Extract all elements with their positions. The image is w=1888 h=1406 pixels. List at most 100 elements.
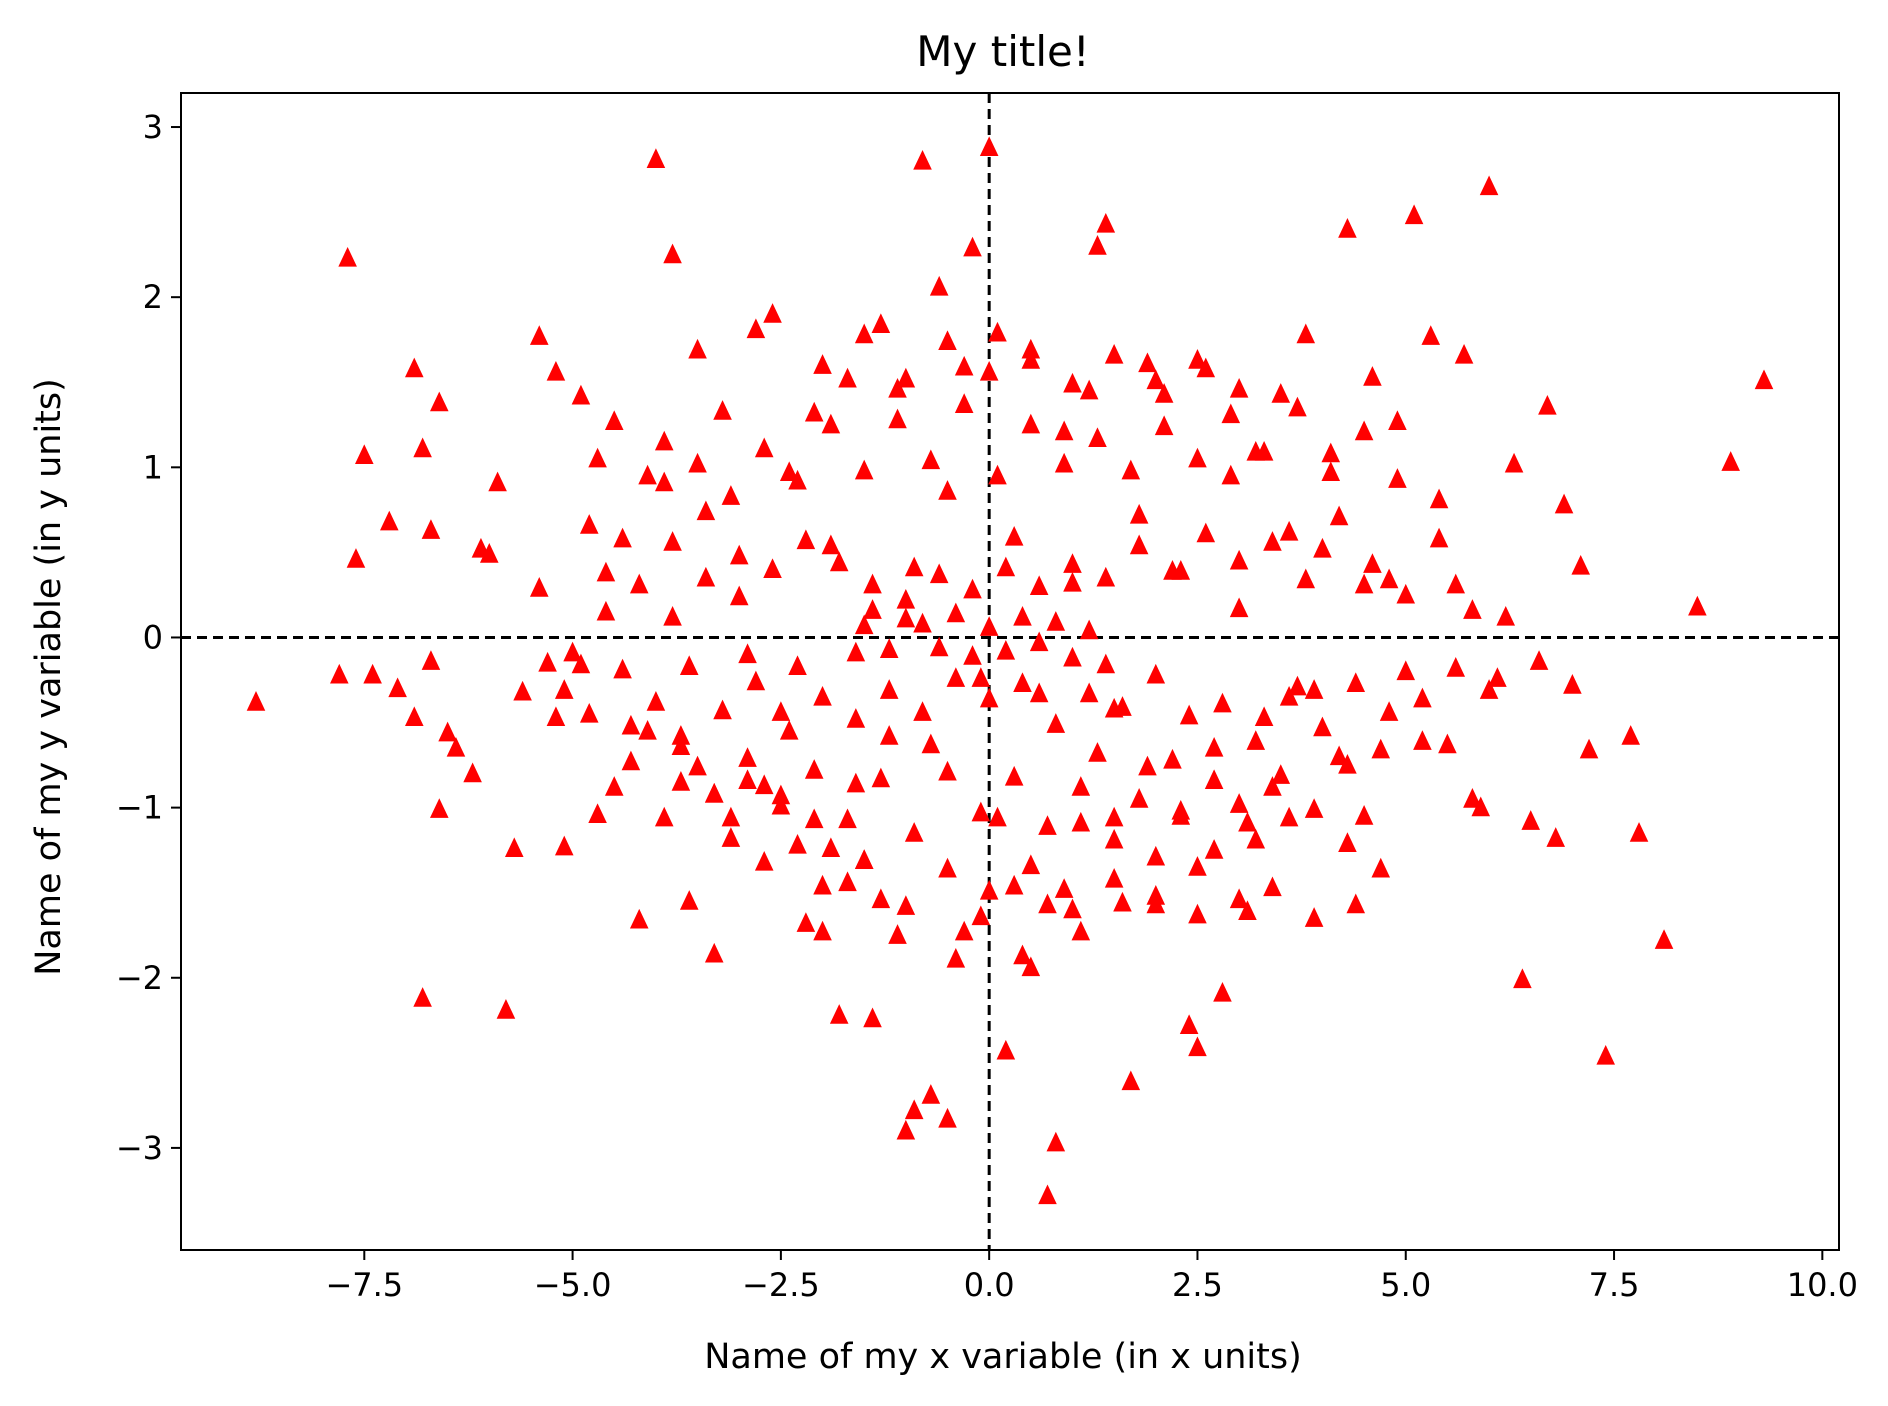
scatter-point — [1163, 560, 1182, 580]
scatter-point — [421, 650, 441, 670]
scatter-point — [971, 667, 991, 687]
scatter-point — [821, 534, 841, 555]
scatter-point — [663, 243, 682, 264]
scatter-point — [1304, 907, 1324, 927]
scatter-point — [1354, 573, 1374, 594]
scatter-point — [1088, 427, 1107, 447]
y-tick-label: 2 — [143, 278, 163, 316]
scatter-point — [1129, 534, 1149, 555]
x-tick-label: 5.0 — [1380, 1266, 1431, 1304]
scatter-point — [1071, 776, 1091, 796]
scatter-point — [929, 275, 949, 296]
scatter-point — [1229, 793, 1249, 813]
scatter-point — [1188, 903, 1207, 924]
scatter-point — [854, 614, 874, 635]
scatter-point — [754, 774, 774, 795]
scatter-point — [921, 733, 941, 754]
scatter-point — [921, 449, 941, 470]
scatter-point — [1021, 349, 1041, 369]
scatter-point — [1146, 663, 1166, 684]
scatter-point — [638, 464, 657, 485]
scatter-point — [1129, 788, 1149, 808]
scatter-point — [1179, 1014, 1199, 1035]
scatter-point — [754, 850, 774, 871]
scatter-point — [1313, 537, 1332, 558]
scatter-point — [1263, 531, 1282, 551]
scatter-point — [1146, 369, 1166, 390]
scatter-point — [1221, 403, 1241, 424]
scatter-point — [488, 471, 507, 492]
scatter-point — [904, 1099, 924, 1120]
scatter-point — [838, 367, 857, 388]
scatter-point — [1163, 748, 1182, 769]
scatter-point — [779, 719, 799, 740]
scatter-point — [704, 782, 724, 803]
scatter-point — [863, 573, 882, 594]
scatter-point — [1413, 730, 1432, 750]
scatter-point — [1338, 832, 1357, 852]
scatter-point — [1579, 738, 1599, 759]
scatter-point — [804, 759, 824, 779]
scatter-point — [879, 638, 899, 658]
scatter-point — [1396, 583, 1416, 604]
scatter-point — [1021, 854, 1041, 875]
scatter-point — [1538, 394, 1557, 415]
scatter-point — [1304, 679, 1324, 699]
scatter-point — [738, 643, 757, 664]
scatter-point — [1046, 713, 1066, 733]
scatter-point — [1363, 553, 1382, 573]
scatter-point — [1271, 764, 1291, 784]
scatter-point — [1496, 605, 1516, 626]
scatter-point — [1246, 730, 1266, 750]
scatter-point — [1421, 325, 1441, 345]
scatter-point — [788, 469, 807, 490]
scatter-point — [363, 663, 382, 684]
scatter-point — [979, 879, 999, 900]
x-tick-label: −5.0 — [534, 1266, 612, 1304]
scatter-point — [1113, 891, 1132, 912]
scatter-point — [996, 1039, 1016, 1060]
scatter-point — [1146, 845, 1166, 866]
scatter-point — [846, 772, 866, 793]
scatter-point — [1088, 742, 1107, 762]
scatter-point — [1096, 212, 1116, 233]
data-points — [246, 136, 1774, 1205]
scatter-point — [1054, 878, 1074, 898]
scatter-point — [979, 360, 999, 381]
x-tick-label: 7.5 — [1589, 1266, 1640, 1304]
scatter-point — [688, 338, 707, 359]
scatter-point — [946, 947, 966, 968]
scatter-point — [829, 551, 849, 572]
scatter-point — [1213, 982, 1232, 1002]
scatter-point — [496, 999, 516, 1019]
scatter-point — [1354, 805, 1374, 825]
scatter-point — [813, 874, 832, 895]
scatter-point — [938, 857, 957, 878]
scatter-point — [1371, 738, 1391, 759]
scatter-point — [988, 806, 1007, 827]
scatter-point — [588, 803, 607, 824]
scatter-point — [1338, 218, 1357, 238]
scatter-point — [1121, 459, 1141, 480]
scatter-point — [646, 148, 666, 168]
scatter-point — [429, 798, 449, 818]
scatter-point — [896, 607, 916, 628]
scatter-point — [1188, 1036, 1207, 1057]
scatter-point — [838, 808, 857, 829]
scatter-point — [438, 721, 457, 742]
scatter-point — [671, 735, 691, 755]
scatter-point — [1013, 672, 1032, 693]
scatter-point — [1063, 372, 1082, 393]
scatter-point — [871, 888, 891, 909]
scatter-point — [1013, 605, 1032, 626]
scatter-point — [1388, 410, 1407, 430]
scatter-point — [1021, 338, 1041, 359]
scatter-point — [721, 485, 741, 505]
scatter-point — [613, 658, 632, 679]
scatter-point — [721, 806, 741, 827]
scatter-point — [671, 771, 691, 791]
scatter-point — [1038, 893, 1057, 914]
scatter-point — [629, 908, 649, 929]
scatter-point — [380, 510, 399, 531]
